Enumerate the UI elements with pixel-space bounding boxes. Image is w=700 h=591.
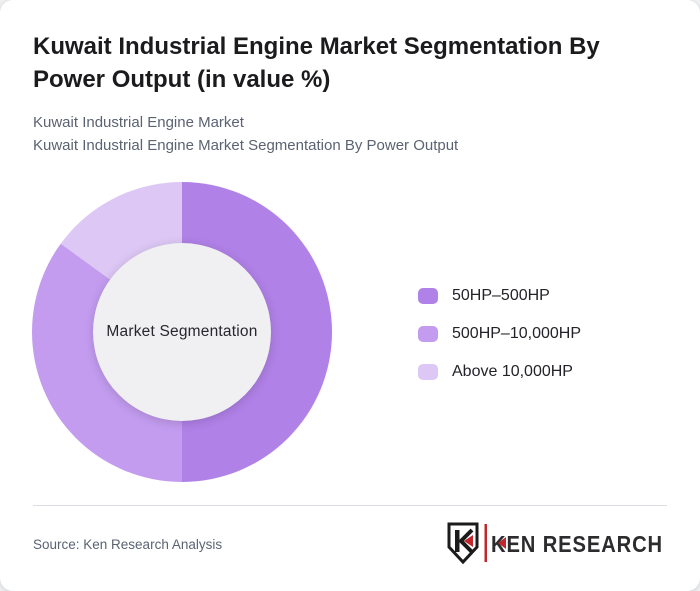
logo-shield bbox=[447, 522, 479, 565]
donut-center-label: Market Segmentation bbox=[106, 323, 258, 340]
legend-swatch bbox=[418, 364, 438, 380]
page-title: Kuwait Industrial Engine Market Segmenta… bbox=[33, 30, 658, 96]
ken-research-logo: KEN RESEARCH bbox=[447, 522, 663, 565]
legend-swatch bbox=[418, 288, 438, 304]
chart-subtitle-line-1: Kuwait Industrial Engine Market bbox=[33, 114, 244, 131]
footer-divider bbox=[33, 505, 667, 506]
legend-item-500hp-10000hp[interactable]: 500HP–10,000HP bbox=[418, 325, 581, 342]
donut-hole: Market Segmentation bbox=[93, 243, 271, 421]
source-note: Source: Ken Research Analysis bbox=[33, 537, 223, 552]
legend-label: Above 10,000HP bbox=[452, 363, 573, 380]
shield-k-stem bbox=[455, 530, 460, 552]
legend-label: 50HP–500HP bbox=[452, 287, 550, 304]
shield-red-triangle-icon bbox=[464, 535, 473, 547]
donut-ring[interactable]: Market Segmentation bbox=[32, 182, 332, 482]
brand-k-red-triangle-icon bbox=[498, 537, 506, 549]
chart-subtitle: Kuwait Industrial Engine Market Kuwait I… bbox=[33, 112, 658, 157]
page-title-line-1: Kuwait Industrial Engine Market Segmenta… bbox=[33, 33, 600, 60]
chart-subtitle-line-2: Kuwait Industrial Engine Market Segmenta… bbox=[33, 136, 459, 154]
legend-swatch bbox=[418, 326, 438, 342]
shield-k-chevron bbox=[458, 528, 474, 554]
logo-separator-bar bbox=[484, 524, 487, 562]
legend-label: 500HP–10,000HP bbox=[452, 325, 581, 342]
legend-item-50hp-500hp[interactable]: 50HP–500HP bbox=[418, 287, 581, 304]
page-title-line-2: Power Output (in value %) bbox=[33, 66, 331, 93]
legend-item-above-10000hp[interactable]: Above 10,000HP bbox=[418, 363, 581, 380]
chart-legend: 50HP–500HP 500HP–10,000HP Above 10,000HP bbox=[418, 287, 581, 402]
logo-brand-text: KEN RESEARCH bbox=[491, 531, 663, 557]
